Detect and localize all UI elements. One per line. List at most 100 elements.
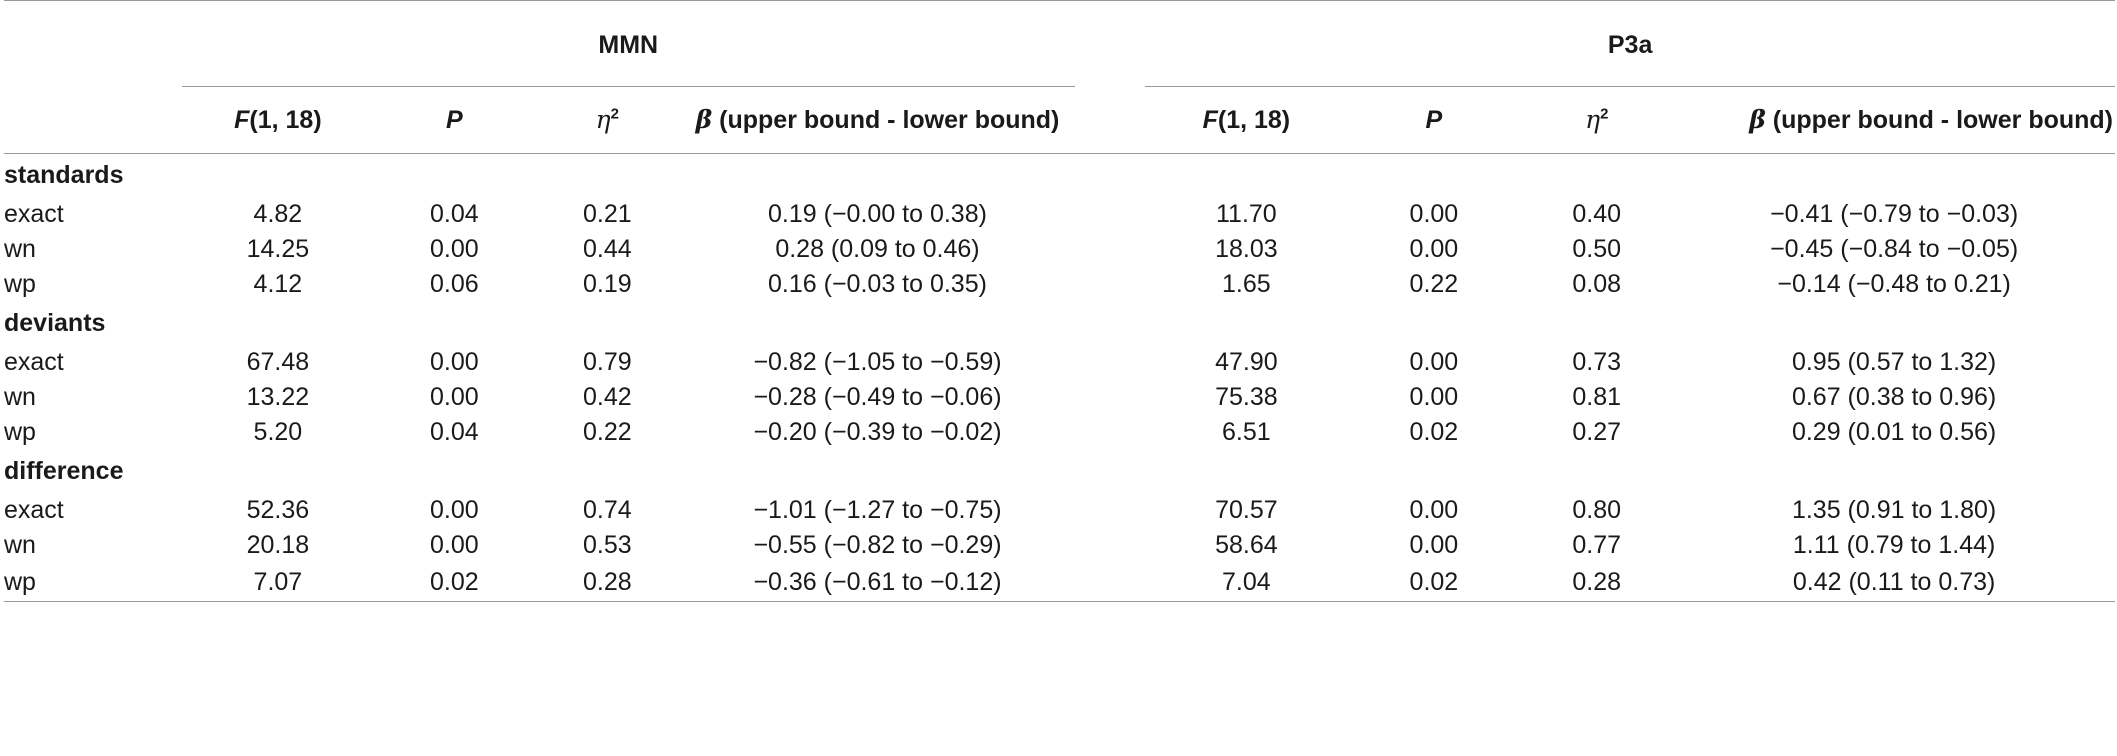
p3a-f-value: 75.38 — [1215, 383, 1278, 411]
table-row: wn 13.22 0.00 0.42 −0.28 (−0.49 to −0.06) 75.… — [4, 380, 2115, 415]
mmn-p-value: 0.02 — [374, 563, 535, 602]
mmn-beta-value: 0.19 (−0.00 to 0.38) — [768, 200, 987, 228]
p3a-f-value: 58.64 — [1215, 531, 1278, 559]
section-row: standards — [4, 154, 2115, 198]
mmn-p-value: 0.04 — [429, 200, 479, 228]
p3a-beta-value: −0.14 (−0.48 to 0.21) — [1777, 270, 2011, 298]
results-table: MMN P3a F(1, 18) P η2 β (upper bound - l… — [4, 0, 2115, 602]
table-row: wp 7.07 0.02 0.28 −0.36 (−0.61 to −0.12) 7.04… — [4, 563, 2115, 602]
mmn-eta-value: 0.42 — [582, 383, 632, 411]
row-label: wn — [4, 235, 36, 263]
p3a-eta-value: 0.73 — [1572, 348, 1622, 376]
group-gap — [1075, 1, 1145, 87]
f-symbol: F — [1202, 105, 1218, 134]
mmn-f-value: 4.12 — [253, 270, 303, 298]
eta-symbol: η — [595, 105, 611, 134]
col-header-eta-p3a: η2 — [1520, 87, 1674, 154]
eta-superscript: 2 — [1600, 105, 1609, 123]
p3a-eta-value: 0.80 — [1572, 496, 1622, 524]
row-gap — [1075, 345, 1145, 380]
group-header-mmn: MMN — [181, 1, 1075, 87]
p3a-p-value: 0.00 — [1409, 200, 1459, 228]
table-row: wp 5.20 0.04 0.22 −0.20 (−0.39 to −0.02) 6.51… — [4, 415, 2115, 450]
section-title: difference — [4, 457, 124, 485]
row-gap — [1075, 267, 1145, 302]
p3a-f-value: 6.51 — [1222, 418, 1271, 446]
mmn-beta-value: 0.16 (−0.03 to 0.35) — [768, 270, 987, 298]
p3a-f-value: 7.04 — [1145, 563, 1348, 602]
p3a-eta-value: 0.77 — [1572, 531, 1622, 559]
f-args: (1, 18) — [1217, 105, 1291, 134]
col-header-p-p3a: P — [1347, 87, 1521, 154]
p3a-p-value: 0.00 — [1409, 496, 1459, 524]
mmn-eta-value: 0.21 — [582, 200, 632, 228]
mmn-f-value: 5.20 — [253, 418, 303, 446]
p3a-p-value: 0.00 — [1409, 348, 1459, 376]
p3a-eta-value: 0.08 — [1572, 270, 1622, 298]
header-gap — [1074, 87, 1146, 154]
p3a-eta-value: 0.40 — [1572, 200, 1622, 228]
row-gap — [1075, 232, 1145, 267]
table-row: wp 4.12 0.06 0.19 0.16 (−0.03 to 0.35) 1.65 0.… — [4, 267, 2115, 302]
mmn-p-value: 0.00 — [429, 235, 479, 263]
col-header-beta-mmn: β (upper bound - lower bound) — [680, 87, 1075, 154]
mmn-eta-value: 0.74 — [582, 496, 632, 524]
mmn-beta-value: 0.28 (0.09 to 0.46) — [775, 235, 980, 263]
beta-text: (upper bound - lower bound) — [1765, 106, 2113, 134]
group-header-p3a: P3a — [1145, 1, 2115, 87]
row-label: wp — [4, 563, 182, 602]
p3a-p-value: 0.22 — [1409, 270, 1459, 298]
mmn-f-value: 52.36 — [246, 496, 310, 524]
p3a-beta-value: 0.29 (0.01 to 0.56) — [1791, 418, 1997, 446]
mmn-beta-value: −0.28 (−0.49 to −0.06) — [753, 383, 1002, 411]
row-gap — [1075, 197, 1145, 232]
mmn-beta-value: −0.36 (−0.61 to −0.12) — [680, 563, 1075, 602]
mmn-p-value: 0.04 — [429, 418, 479, 446]
top-rule — [4, 0, 2115, 1]
mmn-p-value: 0.00 — [429, 531, 479, 559]
row-gap — [1075, 380, 1145, 415]
beta-text: (upper bound - lower bound) — [712, 106, 1060, 134]
table-row: exact 52.36 0.00 0.74 −1.01 (−1.27 to −0.75)… — [4, 493, 2115, 528]
p3a-f-value: 1.65 — [1222, 270, 1271, 298]
p3a-p-value: 0.00 — [1409, 383, 1459, 411]
mmn-beta-value: −0.55 (−0.82 to −0.29) — [753, 531, 1002, 559]
mmn-eta-value: 0.19 — [582, 270, 632, 298]
p-symbol: P — [1425, 105, 1443, 134]
eta-symbol: η — [1585, 105, 1601, 134]
p3a-beta-value: 1.11 (0.79 to 1.44) — [1792, 531, 1996, 559]
eta-superscript: 2 — [610, 105, 619, 123]
mmn-beta-value: −0.82 (−1.05 to −0.59) — [753, 348, 1002, 376]
empty-corner — [4, 1, 182, 87]
p3a-beta-value: 1.35 (0.91 to 1.80) — [1791, 496, 1997, 524]
row-gap — [1074, 563, 1146, 602]
p3a-p-value: 0.02 — [1409, 418, 1459, 446]
section-title: standards — [4, 161, 124, 189]
p3a-eta-value: 0.28 — [1520, 563, 1674, 602]
table-row: exact 4.82 0.04 0.21 0.19 (−0.00 to 0.38) 11.… — [4, 197, 2115, 232]
row-label: wn — [4, 383, 36, 411]
section-title: deviants — [4, 309, 106, 337]
p3a-beta-value: −0.41 (−0.79 to −0.03) — [1770, 200, 2019, 228]
table-row: wn 20.18 0.00 0.53 −0.55 (−0.82 to −0.29) 58.… — [4, 528, 2115, 563]
p3a-p-value: 0.02 — [1347, 563, 1521, 602]
col-header-f-mmn: F(1, 18) — [181, 87, 375, 154]
row-label: exact — [4, 200, 64, 228]
column-header-row: F(1, 18) P η2 β (upper bound - lower bou… — [4, 87, 2115, 154]
row-label: exact — [4, 348, 64, 376]
p3a-p-value: 0.00 — [1409, 235, 1459, 263]
group-rule-mmn — [181, 86, 1075, 87]
p-symbol: P — [445, 105, 463, 134]
p3a-f-value: 47.90 — [1215, 348, 1278, 376]
row-gap — [1075, 415, 1145, 450]
group-label-mmn: MMN — [598, 30, 659, 59]
mmn-f-value: 7.07 — [181, 563, 375, 602]
group-label-p3a: P3a — [1607, 30, 1653, 59]
row-label: exact — [4, 496, 64, 524]
mmn-eta-value: 0.44 — [582, 235, 632, 263]
p3a-p-value: 0.00 — [1409, 531, 1459, 559]
group-header-row: MMN P3a — [4, 1, 2115, 87]
mmn-f-value: 14.25 — [246, 235, 310, 263]
mmn-beta-value: −1.01 (−1.27 to −0.75) — [753, 496, 1002, 524]
